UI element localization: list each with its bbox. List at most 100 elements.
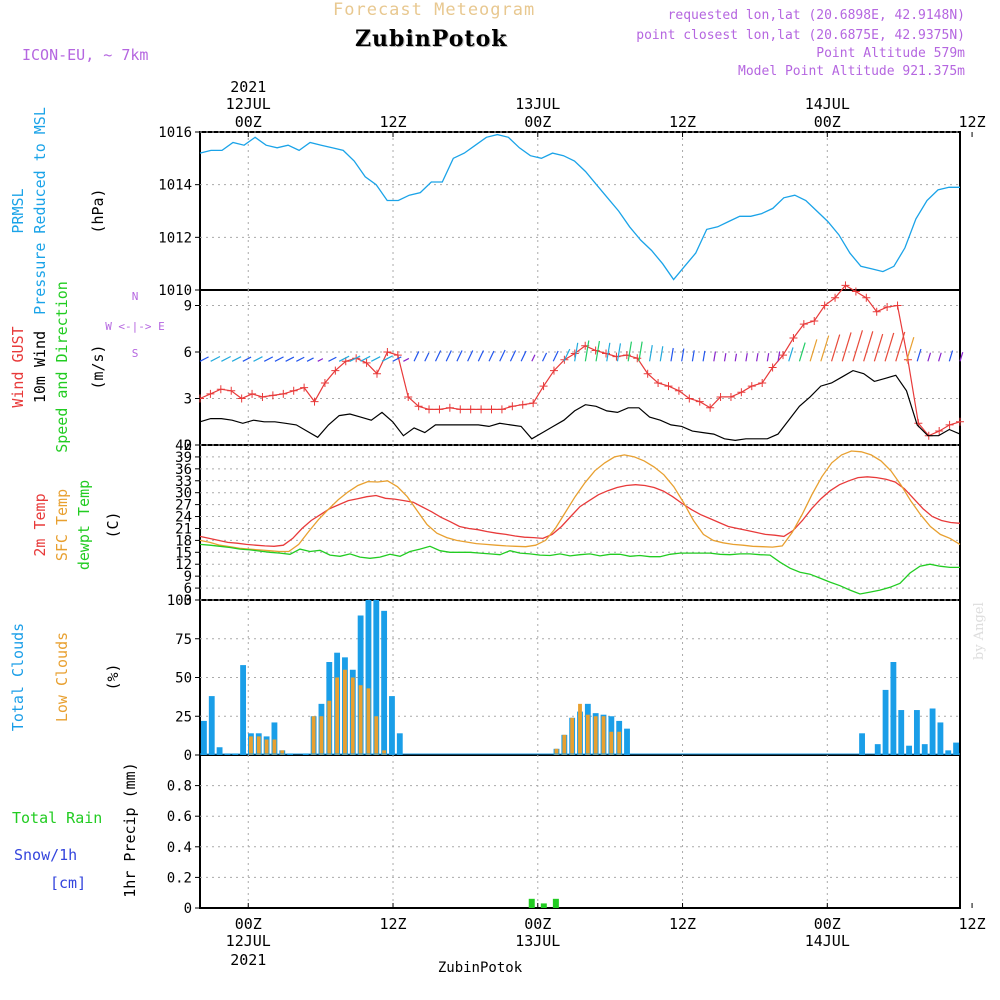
wind-gust-marker [331, 366, 340, 375]
total-cloud-bar [859, 733, 865, 755]
wind-direction-arrow [231, 356, 242, 362]
wind-direction-arrow [563, 348, 571, 362]
wind-gust-marker [372, 369, 381, 378]
panel-frame-2 [199, 444, 961, 601]
wind-gust-marker [841, 281, 850, 290]
y-tick-label: 33 [175, 474, 192, 490]
wind-gust-marker [643, 369, 652, 378]
wind-direction-arrow [648, 345, 653, 362]
wind-direction-arrow [392, 356, 402, 362]
total-cloud-bar [898, 710, 905, 755]
total-cloud-bar [373, 600, 380, 755]
low-cloud-bar [319, 716, 324, 755]
y-tick-label: 75 [175, 632, 192, 648]
total-cloud-bar [921, 744, 928, 755]
wind-gust-marker [789, 334, 798, 343]
wind-gust-marker [612, 352, 621, 361]
wind-gust-marker [383, 348, 392, 356]
wind-direction-arrow [927, 352, 932, 362]
low-cloud-bar [366, 688, 371, 755]
rain-bar [528, 898, 535, 908]
wind-gust-marker [945, 420, 954, 429]
wind-gust-marker [477, 405, 486, 414]
wind-direction-arrow [317, 358, 324, 362]
wind-direction-arrow [884, 332, 895, 362]
wind-direction-arrow [638, 341, 643, 362]
pressure-label-2: Pressure Reduced to MSL [31, 107, 49, 315]
wind-gust-marker [539, 382, 548, 391]
top-time-tick-label: 00Z [524, 113, 551, 131]
wind-gust-marker [706, 403, 715, 412]
y-tick-label: 1014 [158, 178, 192, 194]
wind-direction-arrow [809, 339, 818, 362]
temp-2m-line [199, 476, 961, 547]
wind-gust-marker [851, 287, 860, 296]
low-cloud-bar [554, 748, 559, 755]
wind-gust-marker [518, 400, 527, 409]
wind-direction-arrow [691, 350, 695, 362]
y-tick-label: 36 [175, 462, 192, 478]
bottom-date-label: 14JUL [805, 932, 850, 950]
total-cloud-bar [953, 742, 959, 755]
low-cloud-bar [609, 731, 614, 755]
bottom-time-tick-label: 00Z [524, 915, 551, 933]
y-tick-label: 39 [175, 450, 192, 466]
wind-direction-arrow [734, 353, 738, 362]
wind-direction-arrow [274, 356, 284, 362]
low-cloud-bar [374, 716, 379, 755]
total-cloud-bar [890, 662, 897, 755]
y-tick-label: 25 [175, 709, 192, 725]
temp-sfc-line [199, 450, 961, 553]
y-tick-label: 27 [175, 498, 192, 514]
wind-gust-marker [341, 357, 350, 366]
wind-direction-arrow [702, 350, 706, 362]
wind-direction-arrow [777, 351, 781, 362]
bottom-time-tick-label: 00Z [814, 915, 841, 933]
footer-location: ZubinPotok [438, 960, 523, 976]
low-cloud-bar [617, 731, 622, 755]
model-label: ICON-EU, ~ 7km [22, 46, 149, 64]
y-tick-label: 50 [175, 671, 192, 687]
wind-gust-line [199, 284, 961, 437]
low-cloud-bar [358, 685, 363, 755]
total-cloud-bar [929, 708, 936, 755]
wind-direction-arrow [477, 350, 484, 362]
wind-direction-arrow [360, 355, 371, 362]
y-tick-label: 15 [175, 545, 192, 561]
panel-frame-1 [199, 289, 961, 446]
top-time-tick-label: 12Z [379, 113, 406, 131]
low-cloud-label: Low Clouds [53, 632, 71, 722]
wind-gust-marker [747, 382, 756, 391]
y-tick-label: 6 [184, 345, 192, 361]
wind-direction-arrow [595, 340, 601, 362]
wind-direction-arrow [242, 356, 252, 362]
wind-gust-marker [685, 394, 694, 403]
temp-2m-label: 2m Temp [31, 493, 49, 556]
wind-gust-marker [466, 405, 475, 414]
wind-direction-arrow [488, 350, 495, 362]
top-time-tick-label: 00Z [235, 113, 262, 131]
y-tick-label: 0 [184, 901, 192, 917]
wind-gust-marker [654, 379, 663, 387]
wind-gust-marker [737, 388, 746, 397]
rain-label: Total Rain [12, 809, 102, 827]
cloud-unit-label: (%) [104, 663, 122, 690]
wind-gust-marker [883, 303, 892, 312]
wind-direction-arrow [210, 355, 221, 362]
y-tick-label: 100 [167, 593, 192, 609]
wind-gust-marker [320, 379, 329, 387]
temp-sfc-label: SFC Temp [53, 489, 71, 561]
wind-gust-marker [404, 392, 413, 401]
wind-direction-arrow [403, 357, 410, 362]
compass-west-east: W <-|-> E [105, 320, 165, 333]
total-cloud-bar [624, 728, 630, 755]
chart-title: Forecast Meteogram [333, 0, 536, 20]
wind-direction-arrow [370, 356, 381, 362]
wind-gust-marker [893, 301, 902, 310]
wind-direction-arrow [253, 356, 263, 362]
y-tick-label: 0.4 [167, 840, 192, 856]
wind-direction-arrow [531, 354, 536, 362]
bottom-time-tick-label: 12Z [669, 915, 696, 933]
y-tick-label: 0 [184, 438, 192, 454]
wind-direction-arrow [338, 355, 350, 362]
